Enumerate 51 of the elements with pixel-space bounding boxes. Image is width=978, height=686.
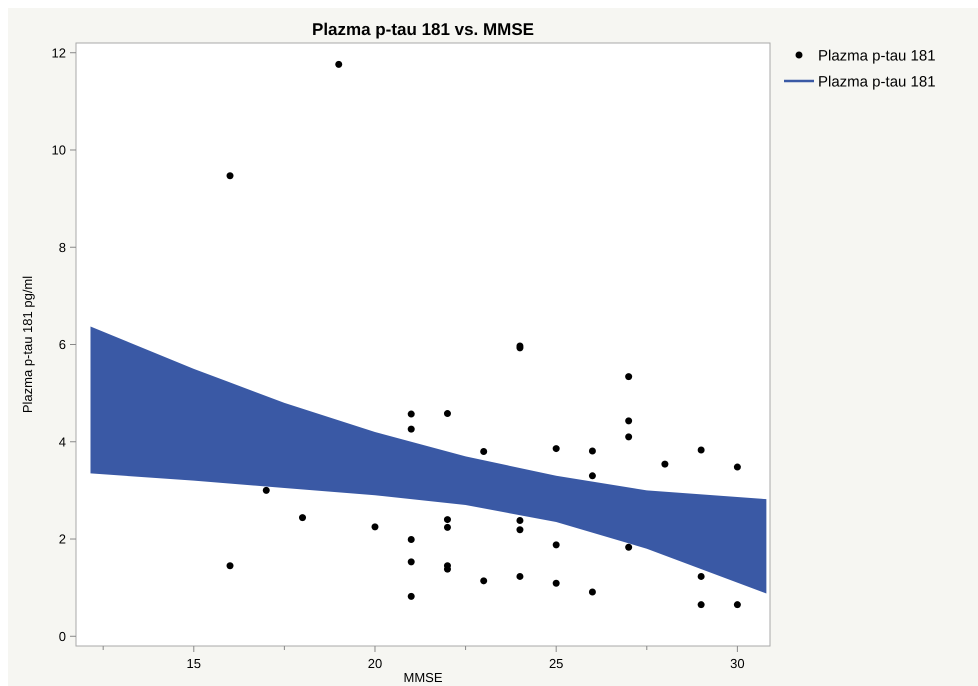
point [552,445,560,452]
point [625,433,632,440]
point [698,601,705,608]
point [588,588,596,596]
y-tick-label: 10 [52,142,66,158]
y-tick-label: 6 [58,337,66,352]
point [625,417,632,424]
point [552,580,560,587]
point [516,526,524,534]
point [734,601,741,608]
point [444,410,451,418]
x-tick-label: 20 [368,656,382,671]
point [734,464,741,471]
point [226,562,234,570]
point [516,572,524,580]
point [444,516,451,524]
point [299,514,306,522]
point [408,410,415,418]
point [480,577,488,584]
y-tick-label: 2 [58,532,66,547]
y-tick-label: 8 [58,240,66,255]
legend-label: Plazma p-tau 181 [818,47,936,64]
x-axis-title: MMSE [404,670,443,685]
point [698,572,705,580]
point [371,523,378,530]
point [588,472,596,480]
chart-title: Plazma p-tau 181 vs. MMSE [312,20,534,39]
point [408,536,415,543]
point [661,460,668,468]
point [408,592,415,600]
point [625,373,632,380]
point [262,486,270,494]
point [408,426,415,433]
point [698,446,705,454]
point [625,544,632,551]
point [444,524,451,531]
y-tick-label: 0 [58,628,66,644]
point [480,448,488,455]
point [516,517,524,524]
point [588,448,596,454]
x-tick-label: 15 [186,656,202,671]
y-tick-label: 4 [58,434,66,450]
point [408,558,415,566]
point [335,60,342,68]
y-axis-title: Plazma p-tau 181 pg/ml [20,276,35,414]
point [552,541,560,548]
legend-label: Plazma p-tau 181 [818,73,936,90]
x-tick-label: 30 [730,656,745,671]
point [226,172,234,180]
x-tick-label: 25 [548,656,564,671]
y-tick-label: 12 [52,45,66,60]
